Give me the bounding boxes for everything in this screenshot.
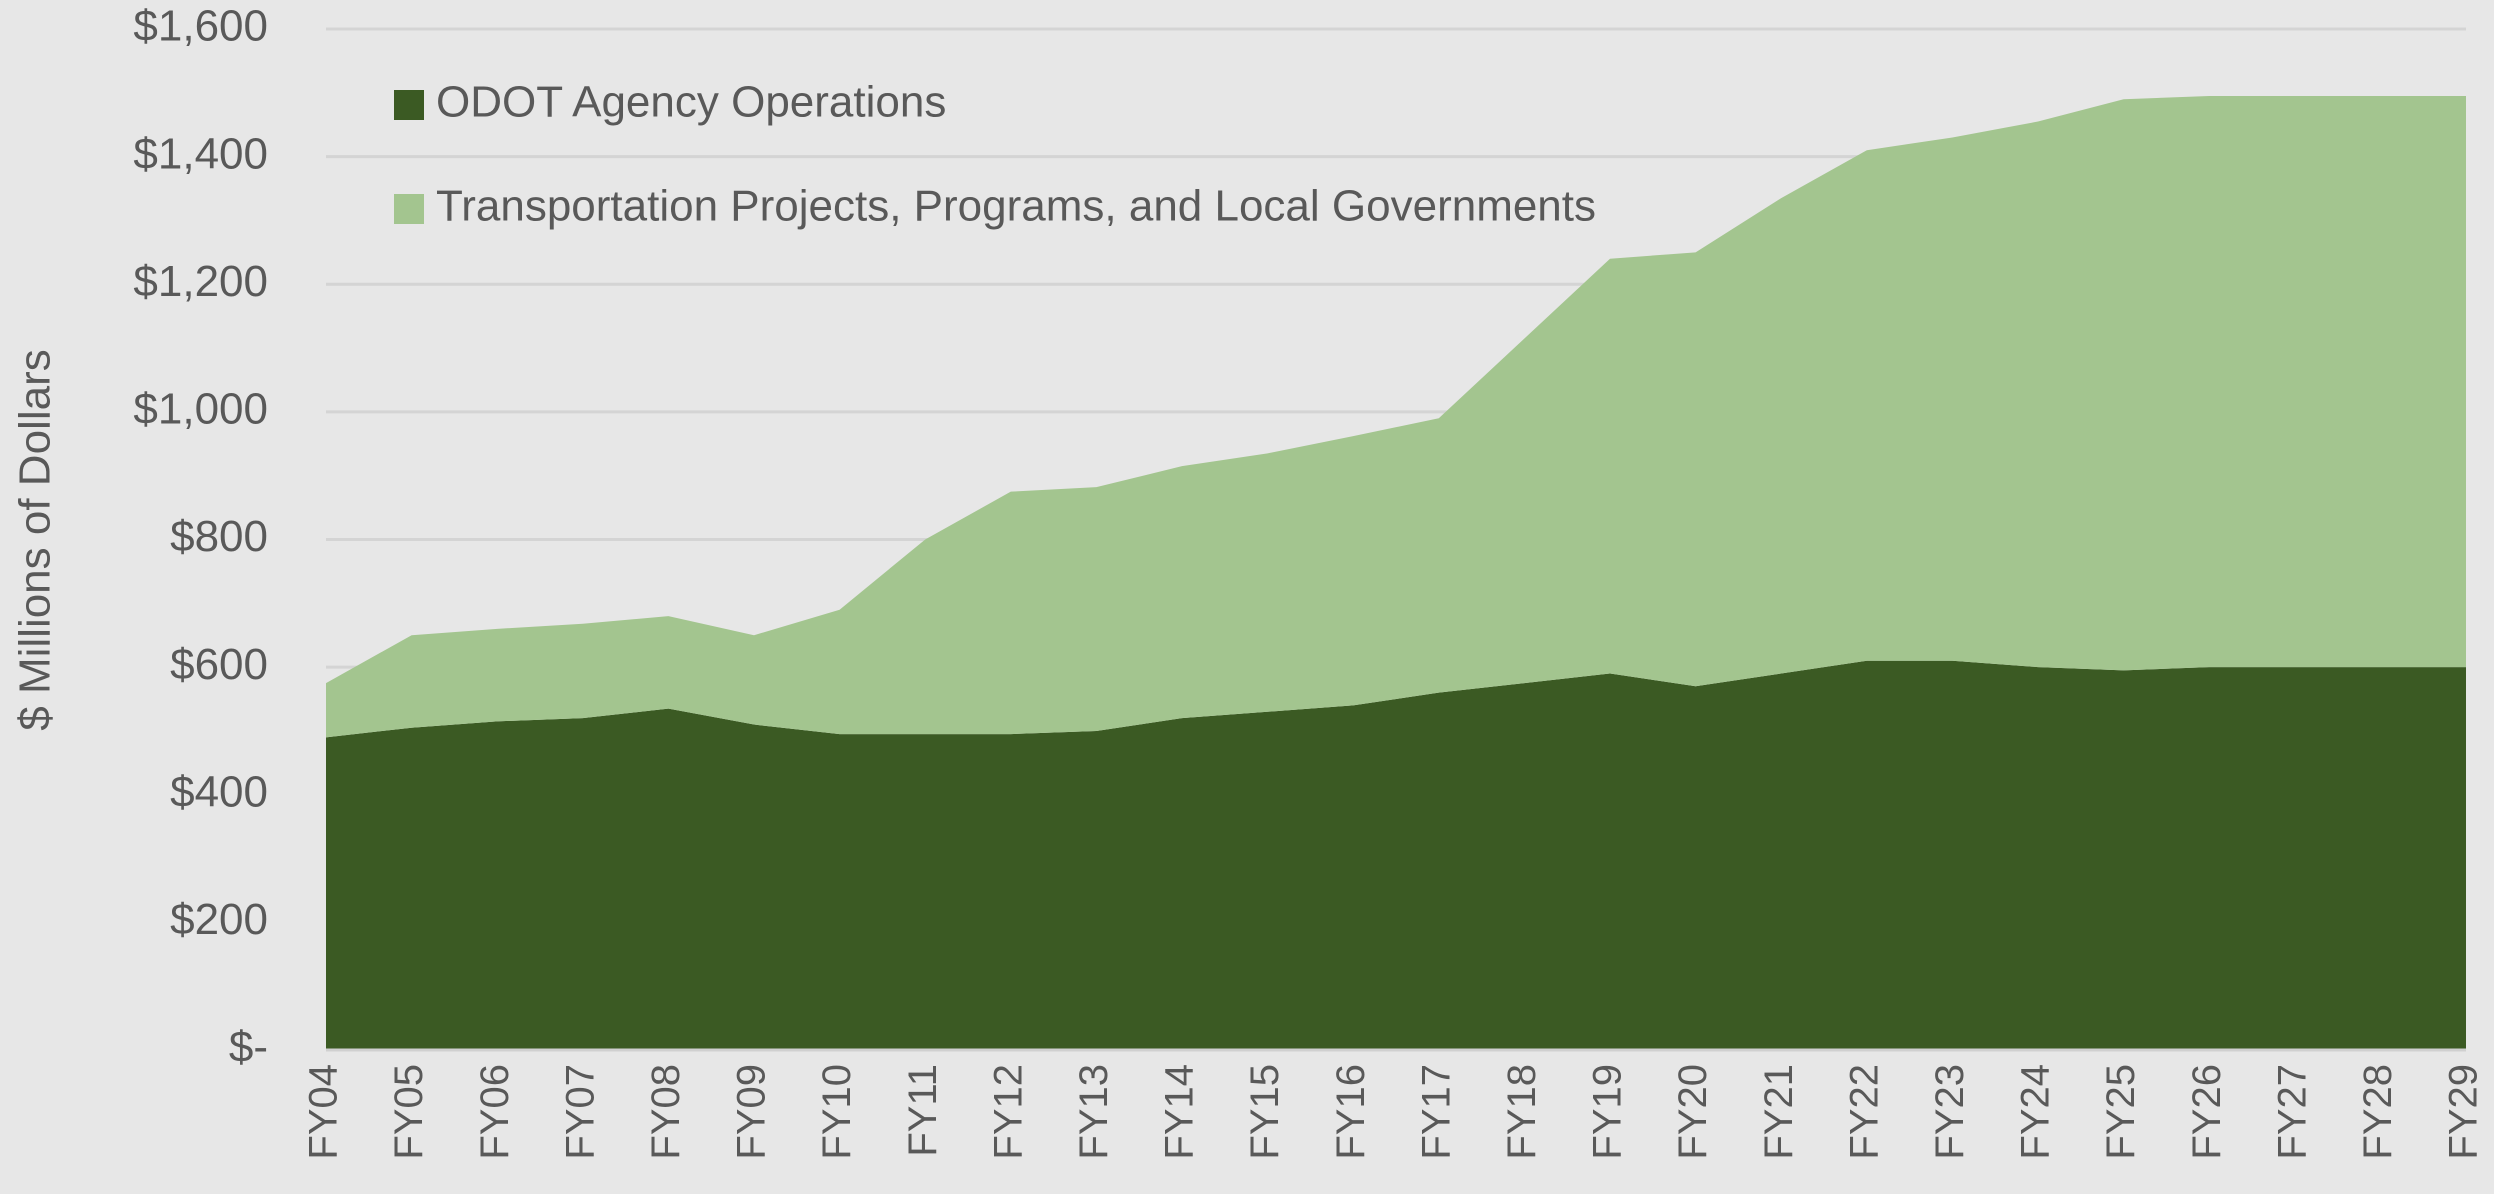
legend-label: Transportation Projects, Programs, and L… [436,182,1596,231]
x-tick-label: FY20 [1671,1064,1715,1160]
x-tick-label: FY08 [644,1064,688,1160]
x-tick-label: FY28 [2356,1064,2400,1160]
x-tick-label: FY17 [1414,1064,1458,1160]
x-tick-label: FY24 [2014,1064,2058,1160]
area [326,660,2466,1050]
x-tick-label: FY04 [302,1064,346,1160]
x-tick-label: FY22 [1842,1064,1886,1160]
x-tick-label: FY15 [1243,1064,1287,1160]
x-tick-label: FY21 [1757,1064,1801,1160]
y-axis-title: $ Millions of Dollars [11,349,60,730]
x-tick-label: FY07 [558,1064,602,1160]
x-tick-label: FY23 [1928,1064,1972,1160]
legend-swatch [394,90,424,120]
x-tick-label: FY13 [1072,1064,1116,1160]
x-tick-label: FY11 [901,1064,945,1157]
x-tick-label: FY18 [1500,1064,1544,1160]
y-tick-label: $200 [170,895,268,944]
y-tick-label: $1,600 [133,2,268,51]
x-tick-label: FY06 [473,1064,517,1160]
x-tick-label: FY09 [730,1064,774,1160]
x-tick-label: FY19 [1586,1064,1630,1160]
y-tick-label: $800 [170,512,268,561]
y-tick-label: $1,400 [133,129,268,178]
legend-swatch [394,194,424,224]
x-tick-label: FY10 [815,1064,859,1160]
x-tick-label: FY12 [986,1064,1030,1160]
y-tick-label: $1,000 [133,385,268,434]
x-tick-label: FY27 [2270,1064,2314,1160]
y-tick-label: $400 [170,767,268,816]
x-tick-label: FY05 [387,1064,431,1160]
y-tick-label: $1,200 [133,257,268,306]
y-tick-label: $600 [170,640,268,689]
legend-label: ODOT Agency Operations [436,78,946,127]
x-tick-label: FY14 [1158,1064,1202,1160]
x-tick-label: FY26 [2185,1064,2229,1160]
area [326,96,2466,738]
y-tick-label: $- [229,1023,268,1072]
x-tick-label: FY16 [1329,1064,1373,1160]
x-tick-label: FY25 [2099,1064,2143,1160]
x-tick-label: FY29 [2442,1064,2486,1160]
